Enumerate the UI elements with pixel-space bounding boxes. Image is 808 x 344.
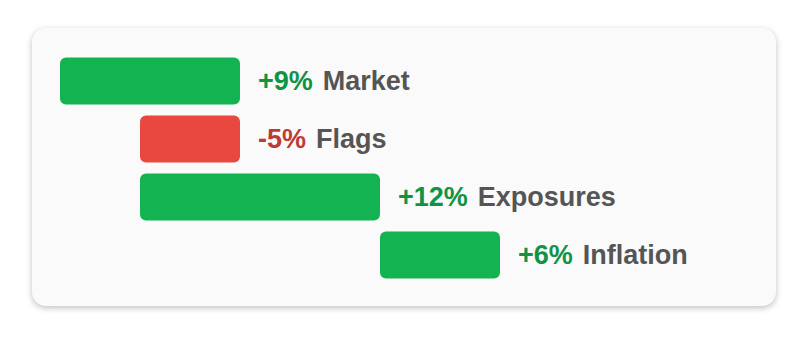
svg-text:-5%: -5% xyxy=(258,124,306,154)
svg-text:+6%: +6% xyxy=(518,240,573,270)
svg-text:+9%: +9% xyxy=(258,66,313,96)
svg-text:Flags: Flags xyxy=(316,124,387,154)
svg-text:Inflation: Inflation xyxy=(583,240,688,270)
svg-text:Market: Market xyxy=(323,66,410,96)
svg-text:+12%: +12% xyxy=(398,182,468,212)
svg-text:Exposures: Exposures xyxy=(478,182,616,212)
